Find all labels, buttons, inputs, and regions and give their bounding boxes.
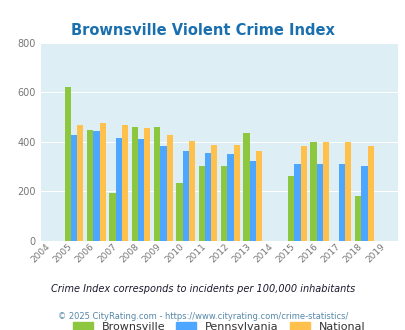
Bar bbox=[115, 138, 122, 241]
Bar bbox=[316, 164, 322, 241]
Text: © 2025 CityRating.com - https://www.cityrating.com/crime-statistics/: © 2025 CityRating.com - https://www.city… bbox=[58, 313, 347, 321]
Bar bbox=[205, 153, 211, 241]
Bar bbox=[144, 128, 150, 241]
Bar bbox=[138, 139, 144, 241]
Bar bbox=[360, 166, 367, 241]
Bar bbox=[309, 142, 316, 241]
Bar bbox=[131, 127, 138, 241]
Bar bbox=[77, 125, 83, 241]
Bar bbox=[182, 150, 188, 241]
Bar bbox=[93, 131, 99, 241]
Bar bbox=[287, 176, 294, 241]
Bar bbox=[227, 154, 233, 241]
Bar bbox=[233, 145, 239, 241]
Bar bbox=[153, 127, 160, 241]
Bar bbox=[109, 193, 115, 241]
Bar bbox=[160, 146, 166, 241]
Bar bbox=[87, 129, 93, 241]
Bar bbox=[166, 135, 173, 241]
Bar bbox=[367, 146, 373, 241]
Bar bbox=[211, 145, 217, 241]
Bar bbox=[344, 142, 351, 241]
Bar bbox=[338, 164, 344, 241]
Bar bbox=[99, 123, 106, 241]
Bar bbox=[71, 135, 77, 241]
Bar bbox=[354, 196, 360, 241]
Bar bbox=[198, 166, 205, 241]
Bar bbox=[243, 133, 249, 241]
Bar bbox=[220, 166, 227, 241]
Bar bbox=[294, 164, 300, 241]
Bar bbox=[64, 87, 71, 241]
Bar bbox=[188, 141, 195, 241]
Bar bbox=[176, 183, 182, 241]
Legend: Brownsville, Pennsylvania, National: Brownsville, Pennsylvania, National bbox=[72, 322, 365, 330]
Bar bbox=[249, 161, 255, 241]
Bar bbox=[300, 146, 306, 241]
Text: Crime Index corresponds to incidents per 100,000 inhabitants: Crime Index corresponds to incidents per… bbox=[51, 284, 354, 294]
Text: Brownsville Violent Crime Index: Brownsville Violent Crime Index bbox=[71, 23, 334, 38]
Bar bbox=[322, 142, 328, 241]
Bar bbox=[255, 150, 262, 241]
Bar bbox=[122, 125, 128, 241]
